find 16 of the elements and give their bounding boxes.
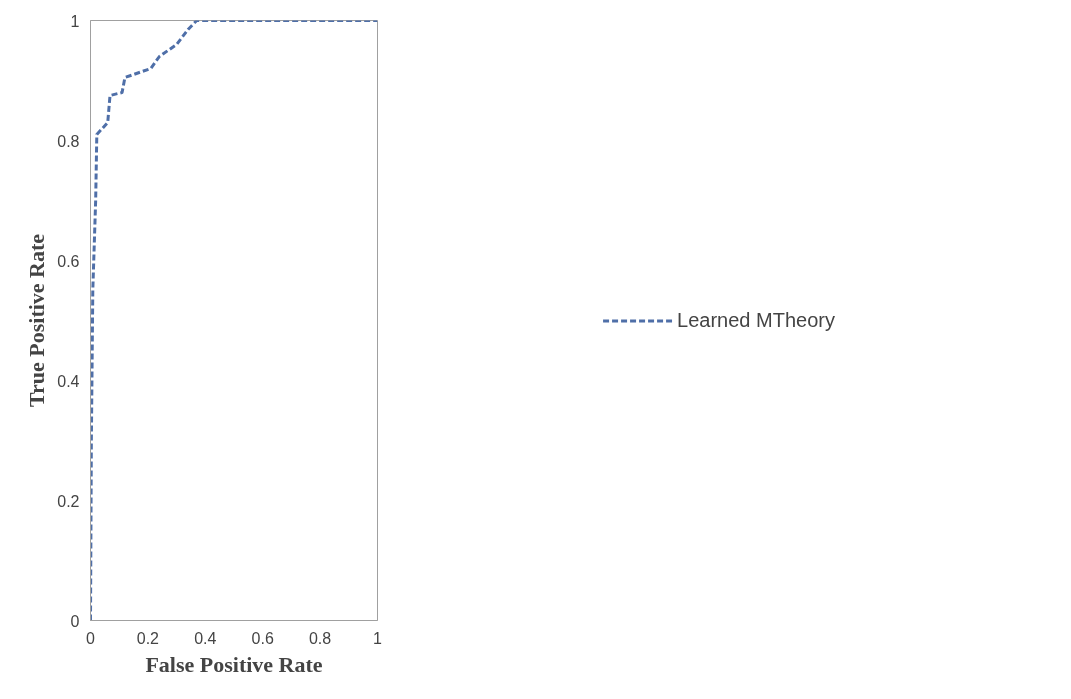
line-series [90, 20, 378, 621]
x-tick-label: 1 [373, 629, 383, 647]
x-tick-label: 0.8 [308, 629, 332, 647]
x-tick-label: 0 [86, 629, 96, 647]
x-axis-title: False Positive Rate [145, 651, 323, 677]
y-tick-label: 0.8 [57, 132, 80, 150]
x-tick-label: 0.4 [194, 629, 217, 647]
y-tick-label: 0.6 [57, 252, 80, 270]
y-tick-label: 0 [70, 612, 80, 630]
x-tick-label: 0.2 [136, 629, 160, 647]
legend-label: Learned MTheory [677, 308, 835, 332]
y-axis-title: True Positive Rate [24, 233, 50, 408]
y-tick-label: 0.4 [57, 372, 80, 390]
x-tick-label: 0.6 [251, 629, 274, 647]
y-tick-label: 1 [70, 12, 80, 30]
y-tick-label: 0.2 [57, 492, 80, 510]
